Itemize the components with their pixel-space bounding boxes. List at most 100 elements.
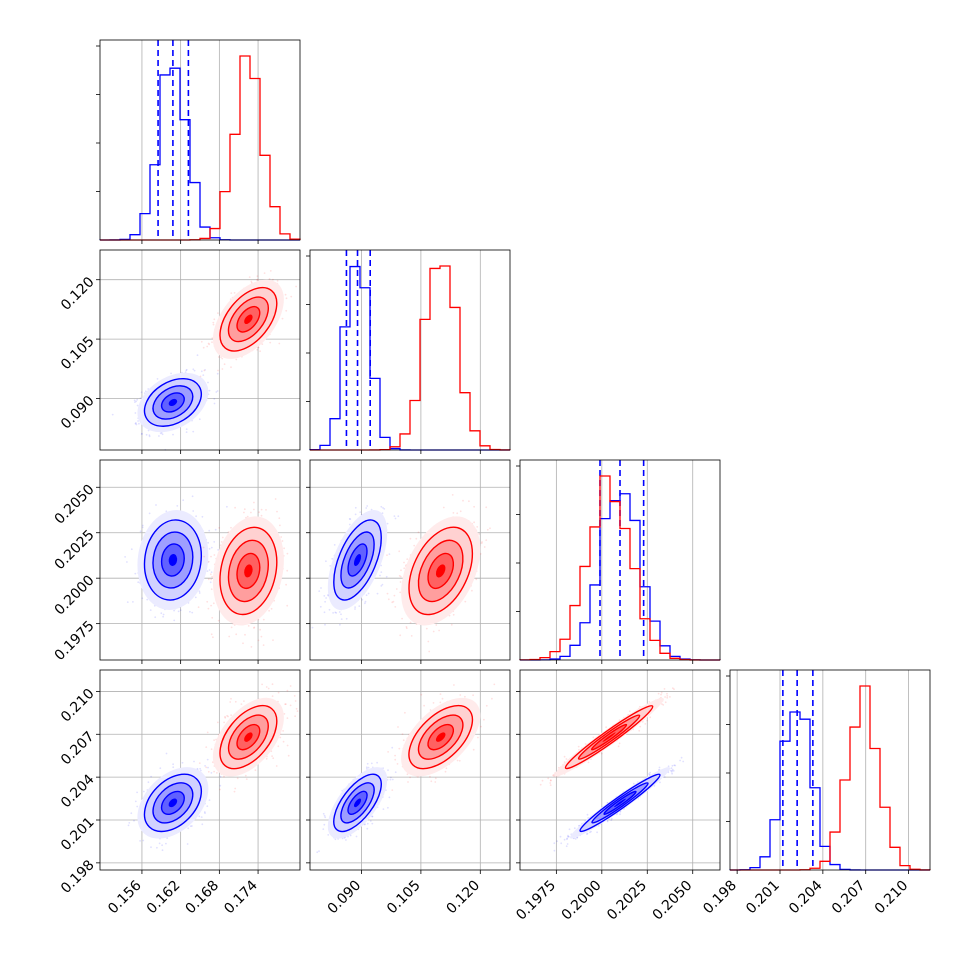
- scatter-point: [185, 431, 188, 433]
- scatter-point: [253, 508, 255, 511]
- scatter-point: [380, 571, 383, 573]
- scatter-point: [403, 567, 406, 570]
- scatter-point: [323, 611, 326, 614]
- scatter-point: [246, 515, 249, 518]
- scatter-point: [213, 402, 216, 405]
- scatter-point: [223, 363, 226, 366]
- scatter-point: [233, 292, 236, 294]
- scatter-point: [207, 607, 210, 610]
- scatter-point: [210, 578, 213, 581]
- scatter-point: [212, 636, 214, 639]
- scatter-point: [260, 635, 263, 638]
- scatter-point: [154, 616, 157, 619]
- scatter-point: [212, 321, 215, 324]
- scatter-point: [191, 611, 194, 614]
- scatter-point: [274, 498, 277, 500]
- scatter-point: [320, 587, 322, 589]
- scatter-point: [137, 581, 140, 584]
- scatter-point: [210, 571, 213, 574]
- scatter-point: [339, 623, 341, 626]
- scatter-point: [364, 600, 367, 603]
- scatter-point: [398, 550, 401, 553]
- scatter-point: [202, 374, 205, 376]
- scatter-point: [354, 608, 356, 610]
- scatter-point: [456, 512, 459, 515]
- scatter-point: [473, 505, 475, 508]
- scatter-point: [325, 597, 327, 599]
- scatter-point: [278, 517, 281, 520]
- scatter-point: [270, 607, 273, 610]
- scatter-point: [214, 528, 217, 531]
- scatter-point: [340, 613, 342, 616]
- scatter-point: [340, 618, 343, 620]
- scatter-point: [413, 544, 416, 547]
- scatter-point: [204, 369, 207, 371]
- scatter-point: [201, 515, 204, 518]
- scatter-point: [209, 573, 212, 576]
- scatter-point: [170, 372, 173, 375]
- scatter-point: [209, 581, 212, 584]
- scatter-point: [364, 602, 366, 605]
- scatter-point: [198, 418, 201, 421]
- scatter-point: [358, 605, 361, 607]
- y-tick-label: 0.090: [58, 393, 98, 433]
- scatter-point: [253, 501, 255, 504]
- scatter-point: [256, 279, 258, 281]
- histogram-panel-1: [306, 249, 511, 454]
- scatter-panel-2-1: [306, 459, 511, 664]
- scatter-point: [210, 588, 213, 591]
- scatter-point: [141, 432, 143, 435]
- scatter-point: [283, 547, 285, 550]
- scatter-point: [256, 278, 259, 281]
- scatter-point: [135, 400, 138, 403]
- scatter-point: [290, 295, 293, 298]
- scatter-point: [468, 500, 470, 503]
- scatter-point: [348, 523, 351, 526]
- scatter-point: [185, 369, 188, 372]
- scatter-point: [198, 592, 201, 594]
- scatter-point: [335, 612, 338, 614]
- y-tick-label: 0.1975: [52, 618, 98, 664]
- scatter-point: [256, 275, 259, 278]
- scatter-point: [141, 597, 144, 600]
- scatter-point: [212, 602, 215, 605]
- scatter-point: [148, 512, 151, 515]
- scatter-point: [323, 595, 326, 597]
- scatter-point: [199, 375, 202, 378]
- scatter-point: [405, 626, 408, 628]
- scatter-point: [221, 368, 224, 370]
- scatter-point: [286, 552, 289, 555]
- scatter-point: [207, 381, 209, 384]
- scatter-point: [207, 342, 210, 345]
- scatter-point: [200, 370, 203, 373]
- scatter-point: [217, 356, 220, 358]
- scatter-point: [243, 508, 246, 511]
- scatter-point: [401, 617, 403, 620]
- scatter-point: [286, 569, 289, 572]
- scatter-point: [208, 569, 211, 571]
- scatter-point: [258, 511, 260, 514]
- scatter-point: [210, 546, 213, 549]
- scatter-point: [136, 404, 139, 407]
- scatter-point: [197, 606, 200, 609]
- scatter-point: [276, 510, 278, 513]
- scatter-point: [393, 515, 396, 517]
- scatter-point: [215, 391, 218, 393]
- scatter-point: [269, 341, 272, 344]
- scatter-point: [311, 626, 314, 629]
- scatter-point: [202, 546, 205, 549]
- scatter-point: [268, 278, 271, 280]
- scatter-point: [208, 547, 211, 550]
- scatter-point: [203, 555, 206, 558]
- scatter-point: [220, 541, 223, 543]
- scatter-point: [331, 557, 334, 560]
- scatter-point: [212, 323, 215, 326]
- scatter-point: [281, 317, 284, 320]
- scatter-point: [452, 613, 455, 616]
- scatter-point: [136, 398, 139, 401]
- scatter-point: [211, 616, 214, 619]
- scatter-point: [230, 292, 233, 294]
- scatter-point: [471, 589, 473, 592]
